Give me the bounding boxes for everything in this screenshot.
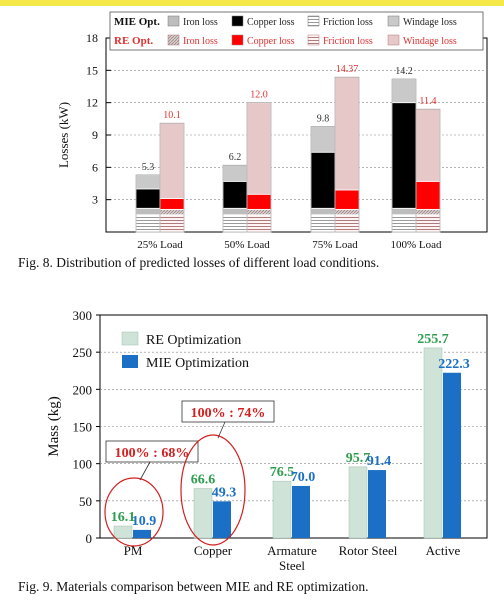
- y-tick-label: 150: [73, 420, 93, 435]
- bar-re: [423, 347, 443, 539]
- x-tick-label: Copper: [194, 543, 233, 558]
- top-highlight-bar: [0, 0, 504, 6]
- y-tick-label: 0: [86, 531, 93, 546]
- legend-label-re: Friction loss: [323, 36, 373, 47]
- legend-label-re: RE Optimization: [146, 333, 241, 348]
- x-tick-label: Rotor Steel: [339, 543, 398, 558]
- x-tick-label: 75% Load: [312, 239, 358, 251]
- bar-segment: [334, 76, 360, 191]
- y-axis-label: Mass (kg): [46, 396, 62, 456]
- x-tick-label: PM: [124, 543, 143, 558]
- bar-total-label: 5.3: [142, 162, 155, 173]
- bar-outline: [415, 108, 441, 233]
- legend-label-mie: Windage loss: [403, 17, 457, 28]
- bar-mie: [443, 372, 461, 538]
- y-tick-label: 50: [79, 494, 92, 509]
- bar-outline: [246, 102, 272, 233]
- y-tick-label: 15: [86, 63, 98, 77]
- legend-label-re: Iron loss: [183, 36, 218, 47]
- bar-mie: [292, 485, 310, 538]
- legend-swatch-mie: [122, 355, 138, 368]
- y-tick-label: 12: [86, 96, 98, 110]
- annotation-ellipse-copper: [180, 434, 246, 546]
- y-tick-label: 3: [92, 193, 98, 207]
- x-tick-label: Armature: [267, 543, 317, 558]
- bar-total-label: 14.37: [336, 64, 359, 75]
- annotation-box-pm: [105, 440, 199, 463]
- x-tick-label: 100% Load: [390, 239, 442, 251]
- y-tick-label: 100: [73, 457, 93, 472]
- bar-total-label: 14.2: [395, 66, 413, 77]
- x-tick-label: 50% Load: [224, 239, 270, 251]
- data-label-mie: 49.3: [212, 485, 237, 500]
- y-tick-label: 18: [86, 31, 98, 45]
- bar-re: [113, 525, 133, 539]
- legend-swatch-re: [167, 34, 180, 46]
- y-tick-label: 6: [92, 160, 98, 174]
- data-label-re: 95.7: [346, 451, 371, 466]
- bar-re: [272, 480, 292, 539]
- bar-total-label: 10.1: [163, 110, 181, 121]
- fig8-caption: Fig. 8. Distribution of predicted losses…: [18, 255, 380, 270]
- annotation-leader-copper: [217, 421, 226, 439]
- legend-swatch-mie: [307, 15, 320, 27]
- legend-swatch-mie: [231, 15, 244, 27]
- legend-label-re: Copper loss: [247, 36, 295, 47]
- legend-swatch-re: [307, 34, 320, 46]
- data-label-re: 66.6: [191, 472, 216, 487]
- y-axis-label: Losses (kW): [56, 102, 71, 168]
- legend-swatch-re: [231, 34, 244, 46]
- annotation-ratio-copper: 100% : 74%: [191, 406, 266, 421]
- data-label-re: 16.1: [111, 510, 136, 525]
- data-label-mie: 10.9: [132, 514, 157, 529]
- y-tick-label: 250: [73, 345, 93, 360]
- bar-total-label: 12.0: [250, 90, 268, 101]
- bar-segment: [222, 180, 248, 209]
- data-label-re: 255.7: [417, 332, 449, 347]
- x-tick-label: 25% Load: [137, 239, 183, 251]
- legend-swatch-re: [387, 34, 400, 46]
- legend-label-re: Windage loss: [403, 36, 457, 47]
- annotation-box-copper: [181, 400, 275, 423]
- data-label-mie: 70.0: [291, 470, 316, 485]
- data-label-re: 76.5: [270, 465, 295, 480]
- legend-label-mie: Friction loss: [323, 17, 373, 28]
- bar-re: [348, 466, 368, 539]
- annotation-leader-pm: [139, 461, 151, 481]
- bar-re: [193, 488, 213, 539]
- annotation-ratio-pm: 100% : 68%: [115, 446, 190, 461]
- fig9-caption: Fig. 9. Materials comparison between MIE…: [18, 579, 369, 594]
- bar-mie: [368, 470, 386, 538]
- legend-swatch-re: [121, 331, 139, 346]
- bar-mie: [133, 529, 151, 538]
- legend-swatch-mie: [167, 15, 180, 27]
- annotation-ellipse-pm: [104, 477, 164, 547]
- legend-label-mie: Copper loss: [247, 17, 295, 28]
- bar-segment: [415, 180, 441, 210]
- bar-total-label: 9.8: [317, 113, 330, 124]
- y-tick-label: 300: [73, 308, 93, 323]
- data-label-mie: 91.4: [367, 454, 392, 469]
- legend-re-title: RE Opt.: [114, 35, 153, 47]
- bar-segment: [159, 122, 185, 199]
- y-tick-label: 200: [73, 382, 93, 397]
- x-tick-label: Steel: [279, 558, 305, 573]
- bar-total-label: 11.4: [419, 96, 436, 107]
- x-tick-label: Active: [426, 543, 461, 558]
- legend-swatch-mie: [387, 15, 400, 27]
- fig8-chart: 3 6 9 12 15 18 Losses (kW) 5.3 10.1 25% Load 6.2 12…: [56, 11, 488, 251]
- legend-label-mie: Iron loss: [183, 17, 218, 28]
- y-tick-label: 9: [92, 128, 98, 142]
- data-label-mie: 222.3: [438, 357, 470, 372]
- bar-outline: [159, 122, 185, 233]
- legend-label-mie: MIE Optimization: [146, 356, 249, 371]
- bar-mie: [213, 501, 231, 538]
- bar-outline: [334, 76, 360, 233]
- bar-segment: [246, 102, 272, 195]
- bar-total-label: 6.2: [229, 152, 242, 163]
- legend-mie-title: MIE Opt.: [114, 16, 160, 28]
